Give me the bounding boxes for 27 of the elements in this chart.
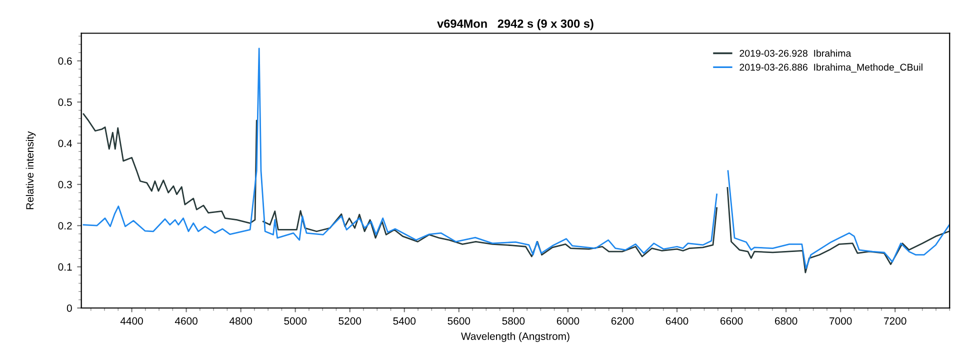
x-tick-label: 4400 [120, 317, 143, 325]
x-tick-label: 5400 [393, 317, 416, 325]
y-axis-title: Relative intensity [26, 131, 36, 210]
x-tick-label: 5600 [448, 317, 470, 325]
y-tick-label: 0.6 [58, 57, 72, 65]
x-tick-label: 4600 [174, 317, 198, 325]
legend-label: 2019-03-26.928 Ibrahima [740, 50, 852, 57]
legend-label: 2019-03-26.886 Ibrahima_Methode_CBuil [740, 64, 922, 73]
chart-title: v694Mon 2942 s (9 x 300 s) [437, 19, 594, 30]
x-tick-label: 6200 [611, 317, 634, 325]
y-tick-label: 0.3 [58, 180, 72, 188]
x-tick-label: 4800 [229, 317, 252, 325]
x-tick-label: 7200 [884, 317, 906, 325]
x-tick-label: 5000 [284, 317, 307, 325]
y-tick-label: 0.2 [58, 222, 72, 230]
x-tick-label: 5800 [502, 317, 525, 325]
x-axis-title: Wavelength (Angstrom) [461, 332, 570, 342]
y-tick-label: 0.4 [58, 140, 72, 148]
y-tick-label: 0.5 [58, 98, 72, 106]
x-tick-label: 6800 [774, 317, 798, 325]
x-tick-label: 7000 [830, 317, 852, 325]
x-tick-label: 6000 [556, 317, 580, 325]
x-tick-label: 6400 [666, 317, 688, 325]
y-tick-label: 0.1 [58, 263, 72, 271]
x-tick-label: 6600 [720, 317, 743, 325]
x-tick-label: 5200 [338, 317, 362, 325]
y-tick-label: 0 [66, 304, 72, 312]
